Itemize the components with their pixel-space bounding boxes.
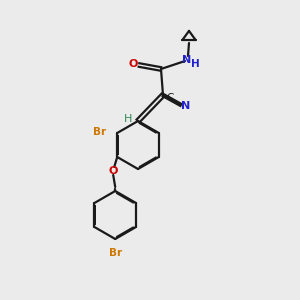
Text: Br: Br (109, 248, 122, 258)
Text: O: O (128, 59, 138, 69)
Text: O: O (109, 166, 118, 176)
Text: Br: Br (93, 127, 106, 137)
Text: N: N (182, 55, 192, 65)
Text: N: N (182, 101, 190, 111)
Text: C: C (166, 93, 174, 103)
Text: H: H (124, 114, 132, 124)
Text: H: H (190, 59, 200, 69)
